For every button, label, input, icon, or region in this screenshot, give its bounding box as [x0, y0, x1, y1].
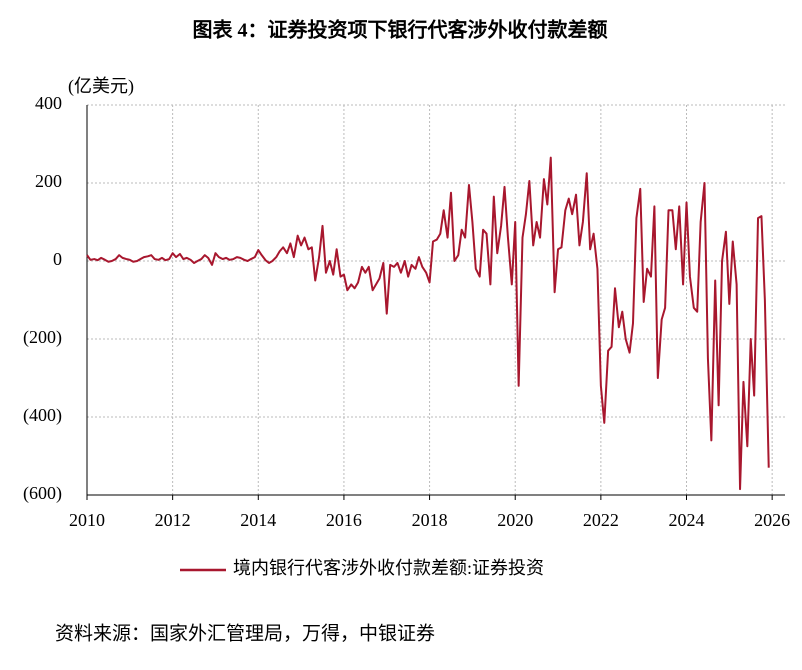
x-tick-label: 2024 — [669, 510, 705, 530]
chart-title: 图表 4：证券投资项下银行代客涉外收付款差额 — [193, 18, 608, 42]
x-tick-label: 2018 — [412, 510, 448, 530]
y-tick-label: 200 — [35, 171, 62, 191]
source-note: 资料来源：国家外汇管理局，万得，中银证券 — [55, 622, 435, 644]
legend-label: 境内银行代客涉外收付款差额:证券投资 — [233, 558, 544, 578]
y-tick-label: 0 — [53, 249, 62, 269]
x-tick-label: 2020 — [497, 510, 533, 530]
x-tick-label: 2026 — [754, 510, 790, 530]
y-tick-label: (200) — [23, 327, 62, 348]
x-tick-label: 2012 — [155, 510, 191, 530]
y-axis-label: (亿美元) — [68, 76, 134, 97]
x-tick-label: 2016 — [326, 510, 362, 530]
x-tick-label: 2010 — [69, 510, 105, 530]
y-tick-label: 400 — [35, 93, 62, 113]
x-tick-label: 2022 — [583, 510, 619, 530]
data-line — [86, 156, 770, 491]
y-tick-label: (400) — [23, 405, 62, 426]
x-tick-label: 2014 — [240, 510, 276, 530]
y-tick-label: (600) — [23, 483, 62, 504]
